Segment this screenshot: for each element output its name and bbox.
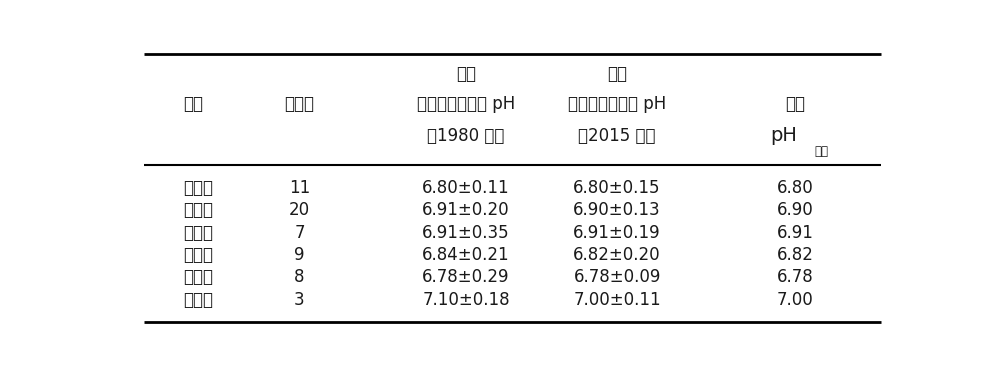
Text: 6.82±0.20: 6.82±0.20 — [573, 246, 661, 264]
Text: 棕壤: 棕壤 — [456, 65, 476, 83]
Text: 7.00: 7.00 — [777, 290, 814, 309]
Text: 6.91±0.19: 6.91±0.19 — [573, 224, 661, 242]
Text: 7: 7 — [294, 224, 305, 242]
Text: 6.80±0.15: 6.80±0.15 — [573, 179, 661, 197]
Text: 初始: 初始 — [815, 145, 829, 158]
Text: 7.00±0.11: 7.00±0.11 — [573, 290, 661, 309]
Text: 6.80±0.11: 6.80±0.11 — [422, 179, 510, 197]
Text: 11: 11 — [289, 179, 310, 197]
Text: 6.90: 6.90 — [777, 201, 814, 219]
Text: 无人为干扰土壤 pH: 无人为干扰土壤 pH — [568, 95, 666, 113]
Text: 地点: 地点 — [183, 95, 203, 113]
Text: 莱阳市: 莱阳市 — [183, 268, 213, 286]
Text: 6.78: 6.78 — [777, 268, 814, 286]
Text: 9: 9 — [294, 246, 305, 264]
Text: （2015 年）: （2015 年） — [578, 127, 656, 145]
Text: 蓬莱市: 蓬莱市 — [183, 246, 213, 264]
Text: 棕壤: 棕壤 — [607, 65, 627, 83]
Text: 6.84±0.21: 6.84±0.21 — [422, 246, 510, 264]
Text: （1980 年）: （1980 年） — [427, 127, 505, 145]
Text: 招远市: 招远市 — [183, 201, 213, 219]
Text: 6.91: 6.91 — [777, 224, 814, 242]
Text: 6.82: 6.82 — [777, 246, 814, 264]
Text: 样本数: 样本数 — [284, 95, 314, 113]
Text: 6.91±0.20: 6.91±0.20 — [422, 201, 510, 219]
Text: pH: pH — [770, 126, 797, 145]
Text: 棕壤: 棕壤 — [785, 95, 805, 113]
Text: 龙口市: 龙口市 — [183, 224, 213, 242]
Text: 6.78±0.09: 6.78±0.09 — [573, 268, 661, 286]
Text: 牟平区: 牟平区 — [183, 290, 213, 309]
Text: 莱州市: 莱州市 — [183, 179, 213, 197]
Text: 6.80: 6.80 — [777, 179, 814, 197]
Text: 6.90±0.13: 6.90±0.13 — [573, 201, 661, 219]
Text: 无人为干扰土壤 pH: 无人为干扰土壤 pH — [417, 95, 515, 113]
Text: 20: 20 — [289, 201, 310, 219]
Text: 6.91±0.35: 6.91±0.35 — [422, 224, 510, 242]
Text: 3: 3 — [294, 290, 305, 309]
Text: 8: 8 — [294, 268, 305, 286]
Text: 6.78±0.29: 6.78±0.29 — [422, 268, 510, 286]
Text: 7.10±0.18: 7.10±0.18 — [422, 290, 510, 309]
